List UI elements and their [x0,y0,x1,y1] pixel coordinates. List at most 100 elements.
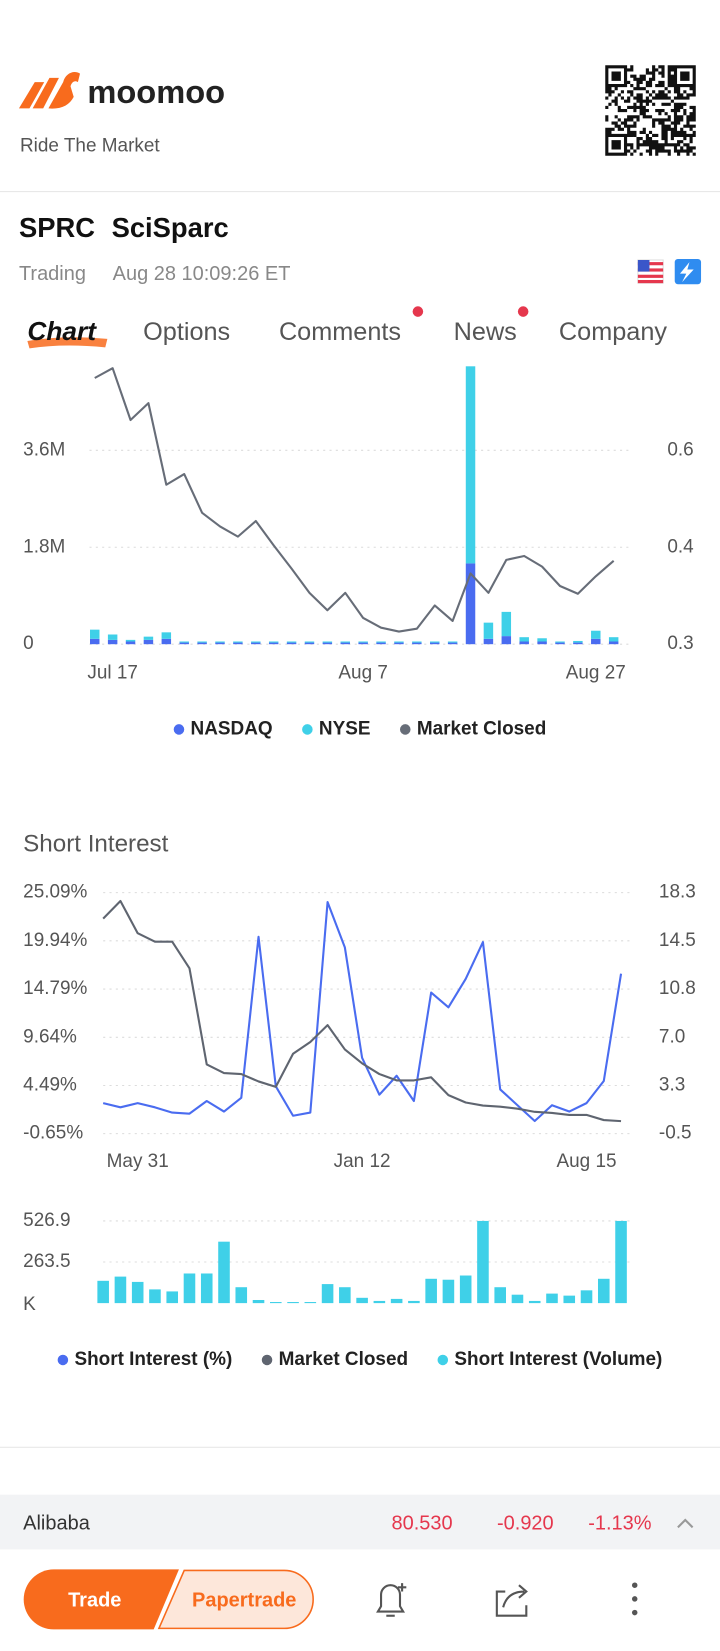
bar [408,1300,420,1304]
y3-tick-label: 526.9 [23,1210,70,1231]
y2-tick-label: 0.6 [667,439,693,460]
y2-tick-label: 3.3 [659,1075,685,1096]
expand-icon[interactable] [677,1518,694,1529]
bar [519,637,529,642]
trade-button[interactable] [23,1569,179,1630]
bar [200,1273,213,1304]
bar [425,1278,437,1304]
y2-tick-label: 14.5 [659,930,696,951]
bar [358,641,368,643]
bar [179,642,189,645]
bar [166,1291,179,1304]
bar [161,638,172,645]
bar [322,641,333,643]
bar [251,642,261,645]
papertrade-label: Papertrade [192,1589,296,1611]
line [102,901,623,1123]
bar [573,642,583,645]
qr-modules [605,65,696,156]
bar [215,642,225,645]
tab[interactable]: Chart [27,316,97,346]
bar [149,1289,161,1304]
bar [114,1276,127,1304]
x-tick-label: May 31 [107,1151,169,1172]
legend-label: Short Interest (%) [74,1349,232,1370]
bar [322,642,333,645]
legend-label: Market Closed [417,718,546,739]
y-tick-label: 4.49% [23,1075,77,1096]
y-tick-label: 19.94% [23,930,87,951]
bar [356,1297,368,1304]
bar [197,642,207,645]
bar [390,1298,403,1304]
ticker-name: Alibaba [23,1512,91,1534]
bar [429,642,440,645]
y2-tick-label: 7.0 [659,1026,685,1047]
bar [107,634,118,640]
y2-tick-label: 0.3 [667,633,693,654]
bar [143,639,154,645]
tab[interactable]: Company [559,318,667,346]
share-icon[interactable] [495,1584,528,1617]
tab[interactable]: News [454,318,517,346]
bar [373,1300,386,1304]
y2-tick-label: 18.3 [659,882,696,903]
bar [215,641,225,643]
bar [268,642,279,645]
bar [287,1302,299,1304]
y-tick-label: -0.65% [23,1123,83,1144]
tagline: Ride The Market [20,136,160,157]
legend-marker [399,724,411,735]
bar [125,641,136,645]
alert-icon[interactable] [376,1583,407,1617]
bar [304,641,315,643]
bar [251,641,261,643]
bar [125,639,136,642]
legend-marker [437,1354,449,1366]
bar [537,641,547,645]
ticker-price: 80.530 [392,1512,453,1534]
short-interest-chart: Short Interest -0.65% 4.49% 9.64% 14.79% 19.9… [23,831,696,1370]
bar [376,641,386,643]
bar [597,1278,610,1304]
bar [218,1241,230,1304]
bar [519,641,529,645]
section-title: Short Interest [23,831,168,858]
stock-status: Trading [19,263,86,285]
bar [321,1284,334,1304]
y2-tick-label: -0.5 [659,1123,692,1144]
bar [528,1300,541,1304]
bar [494,1287,506,1304]
bar [608,637,619,642]
badge-dot [412,306,424,317]
bar [233,641,243,643]
bar [591,630,601,639]
legend-label: NYSE [319,718,371,739]
y2-tick-label: 0.4 [667,536,693,557]
more-icon[interactable] [631,1582,638,1616]
legend-marker [173,724,185,735]
tab[interactable]: Options [143,318,230,346]
bar [179,641,189,643]
bar [304,642,315,645]
papertrade-button[interactable] [157,1569,314,1630]
bar [477,1220,489,1304]
bar [161,632,172,639]
bar [339,1287,351,1304]
bar [459,1275,472,1304]
bar [563,1295,576,1304]
bar [183,1273,196,1304]
line [102,899,622,1123]
legend-label: Short Interest (Volume) [454,1349,662,1370]
y-tick-label: 14.79% [23,978,87,999]
bar [615,1220,627,1304]
bar [268,641,279,643]
bar [442,1279,455,1304]
ticker-bar[interactable] [0,1494,720,1550]
bar [465,563,476,645]
bar [501,636,512,645]
tab[interactable]: Comments [279,318,401,346]
bar [340,642,351,645]
brand: moomoo [87,73,225,110]
